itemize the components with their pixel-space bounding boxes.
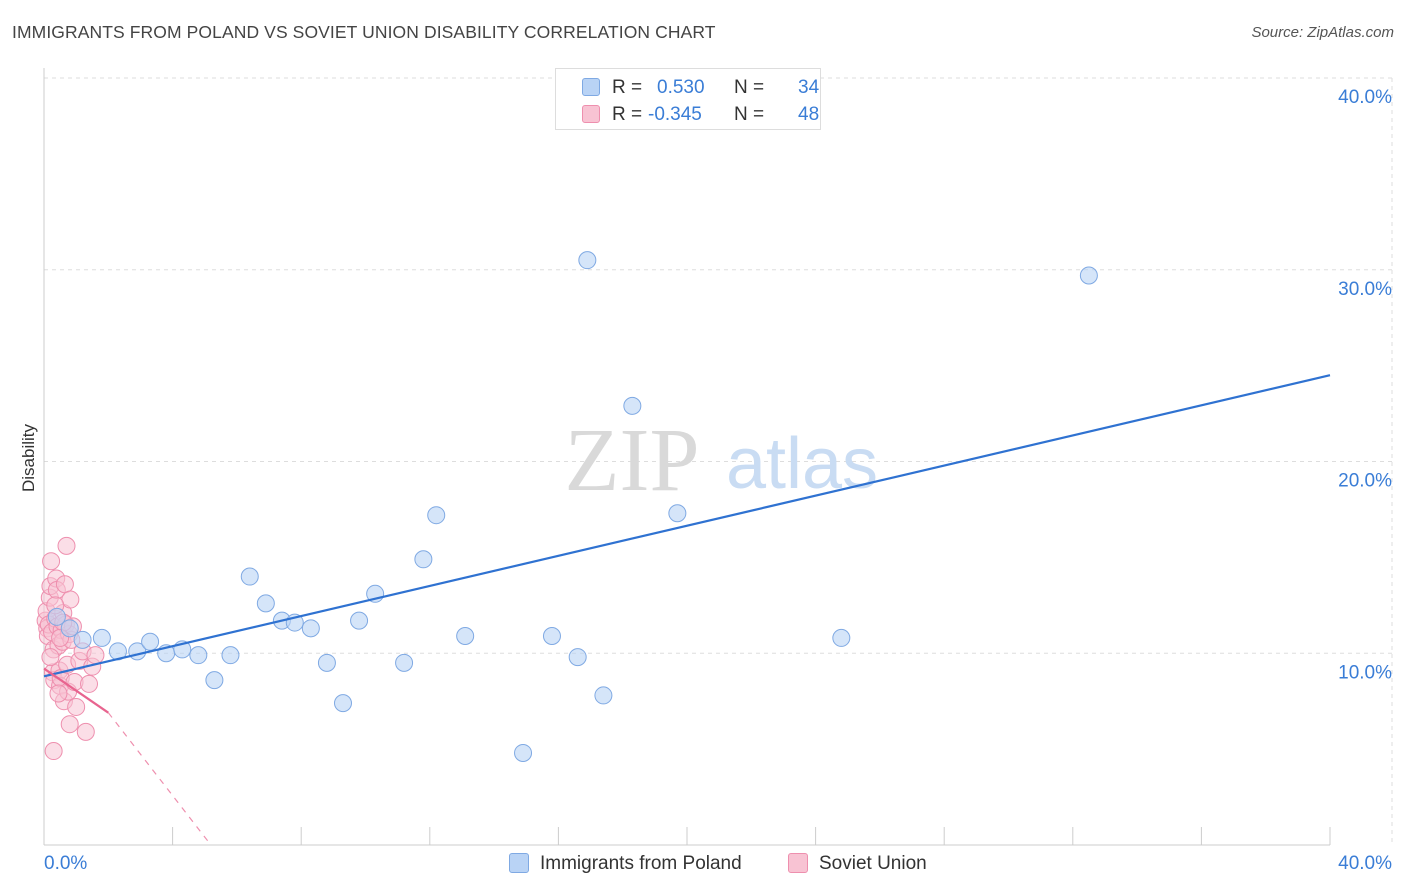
grid-layer <box>44 77 1393 845</box>
soviet-union-point <box>49 684 68 703</box>
soviet-union-point <box>60 715 79 734</box>
poland-point <box>189 646 208 665</box>
soviet-trend-extension <box>107 712 209 842</box>
legend-n-value: 48 <box>798 104 820 125</box>
poland-point <box>395 653 414 672</box>
poland-point <box>240 567 259 586</box>
x-tick-label: 40.0% <box>1338 853 1392 874</box>
watermark-zip: ZIP <box>565 411 700 510</box>
poland-point <box>1079 266 1098 285</box>
soviet-union-point <box>67 697 86 716</box>
poland-point <box>47 607 66 626</box>
chart-title: IMMIGRANTS FROM POLAND VS SOVIET UNION D… <box>12 22 716 42</box>
y-tick-label: 20.0% <box>1338 471 1392 492</box>
poland-trend-line <box>43 374 1331 678</box>
legend-swatch-poland <box>582 78 600 96</box>
bottom-legend-swatch-soviet <box>788 853 808 873</box>
soviet-union-point <box>57 536 76 555</box>
poland-point <box>205 671 224 690</box>
soviet-trend-line <box>43 667 109 714</box>
poland-point <box>456 626 475 645</box>
x-tick-label: 0.0% <box>44 853 87 874</box>
axis-labels: 10.0% 20.0% 30.0% 40.0% 0.0% 40.0% Disability <box>19 87 1392 874</box>
legend-r-label: R = <box>612 104 643 125</box>
trend-lines <box>43 374 1331 842</box>
bottom-legend-swatch-poland <box>509 853 529 873</box>
poland-point <box>317 653 336 672</box>
soviet-union-point <box>80 674 99 693</box>
poland-point <box>578 251 597 270</box>
poland-point <box>594 686 613 705</box>
soviet-union-point <box>44 742 63 761</box>
poland-points <box>47 251 1098 762</box>
poland-point <box>568 648 587 667</box>
y-tick-label: 30.0% <box>1338 279 1392 300</box>
poland-point <box>414 550 433 569</box>
poland-point <box>832 628 851 647</box>
bottom-legend-label-soviet: Soviet Union <box>819 853 927 874</box>
poland-point <box>256 594 275 613</box>
soviet-union-point <box>41 648 60 667</box>
legend-n-label: N = <box>734 77 765 98</box>
soviet-union-point <box>55 575 74 594</box>
poland-point <box>92 628 111 647</box>
poland-point <box>60 619 79 638</box>
poland-point <box>141 632 160 651</box>
soviet-union-point <box>61 590 80 609</box>
soviet-union-point <box>42 552 61 571</box>
poland-point <box>221 646 240 665</box>
poland-point <box>427 506 446 525</box>
legend-r-label: R = <box>612 77 643 98</box>
poland-point <box>514 743 533 762</box>
source-label: Source: ZipAtlas.com <box>1251 24 1394 41</box>
soviet-union-point <box>86 646 105 665</box>
poland-point <box>333 694 352 713</box>
bottom-legend-label-poland: Immigrants from Poland <box>540 853 742 874</box>
poland-point <box>350 611 369 630</box>
y-axis-label: Disability <box>19 423 38 492</box>
poland-point <box>73 630 92 649</box>
poland-point <box>542 626 561 645</box>
legend-r-value: -0.345 <box>648 104 702 125</box>
watermark: ZIP atlas <box>565 411 879 510</box>
legend-r-value: 0.530 <box>657 77 705 98</box>
soviet-union-point <box>76 722 95 741</box>
y-tick-label: 40.0% <box>1338 87 1392 108</box>
axis-layer <box>43 68 1331 846</box>
poland-point <box>668 504 687 523</box>
correlation-legend: R = 0.530 N = 34 R = -0.345 N = 48 <box>555 68 821 130</box>
legend-n-label: N = <box>734 104 765 125</box>
y-tick-label: 10.0% <box>1338 662 1392 683</box>
legend-n-value: 34 <box>798 77 820 98</box>
poland-point <box>301 619 320 638</box>
legend-swatch-soviet <box>582 105 600 123</box>
soviet-union-points <box>36 536 105 761</box>
poland-point <box>623 396 642 415</box>
watermark-atlas: atlas <box>726 424 878 504</box>
